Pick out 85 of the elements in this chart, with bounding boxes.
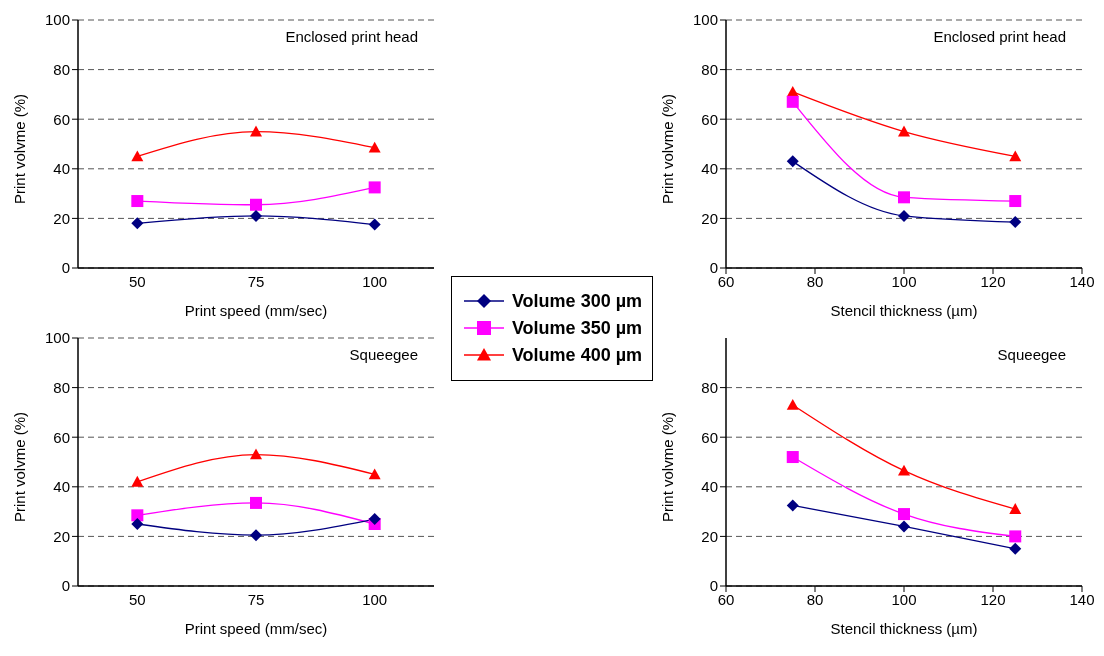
x-tick-label: 75	[247, 590, 265, 608]
y-axis-title: Print volvme (%)	[659, 93, 677, 204]
x-axis-title: Print speed (mm/sec)	[184, 620, 328, 637]
point	[898, 209, 910, 222]
legend-label: Volume 400 µm	[511, 344, 643, 366]
x-tick-label: 100	[362, 590, 388, 608]
y-tick-label: 60	[53, 110, 70, 128]
point	[1009, 530, 1022, 543]
legend-label: Volume 300 µm	[511, 290, 643, 312]
point	[1009, 216, 1022, 229]
point	[786, 451, 799, 464]
annotation: Enclosed print head	[933, 28, 1066, 45]
point	[786, 95, 799, 108]
x-tick-label: 100	[891, 590, 917, 608]
x-tick-label: 80	[806, 590, 824, 608]
y-tick-label: 100	[44, 329, 70, 347]
y-axis-title: Print volvme (%)	[659, 411, 677, 522]
x-tick-label: 100	[362, 272, 388, 290]
x-tick-label: 80	[806, 272, 824, 290]
point	[250, 125, 262, 137]
point	[1009, 503, 1022, 514]
point	[786, 499, 799, 512]
y-tick-label: 20	[53, 527, 70, 545]
y-tick-label: 60	[53, 428, 70, 446]
point	[250, 496, 262, 509]
x-tick-label: 120	[980, 590, 1006, 608]
y-tick-label: 100	[692, 11, 718, 29]
x-tick-label: 50	[128, 272, 146, 290]
annotation: Enclosed print head	[285, 28, 418, 45]
y-tick-label: 20	[701, 527, 718, 545]
y-tick-label: 40	[53, 160, 70, 178]
y-tick-label: 0	[709, 259, 718, 277]
point	[1009, 195, 1022, 208]
x-tick-label: 140	[1069, 272, 1095, 290]
point	[786, 398, 799, 410]
point	[898, 191, 910, 204]
point	[131, 475, 144, 487]
point	[898, 520, 910, 533]
y-tick-label: 60	[701, 428, 718, 446]
point	[250, 448, 262, 460]
y-tick-label: 20	[701, 209, 718, 227]
point	[131, 150, 144, 162]
point	[368, 181, 381, 194]
y-tick-label: 100	[44, 11, 70, 29]
y-tick-label: 40	[701, 160, 718, 178]
point	[250, 209, 262, 222]
point	[368, 468, 381, 480]
x-axis-title: Stencil thickness (µm)	[830, 620, 978, 637]
point	[898, 508, 910, 521]
point	[368, 513, 381, 526]
point	[368, 141, 381, 153]
y-axis-title: Print volvme (%)	[11, 411, 29, 522]
y-tick-label: 0	[709, 577, 718, 595]
point	[131, 195, 144, 208]
point	[131, 509, 144, 522]
point	[786, 155, 799, 168]
point	[131, 518, 144, 530]
x-axis-title: Stencil thickness (µm)	[830, 302, 978, 319]
point	[368, 218, 381, 231]
point	[250, 198, 262, 211]
legend-label: Volume 350 µm	[511, 317, 643, 339]
annotation: Squeegee	[997, 346, 1066, 363]
point	[1009, 150, 1022, 162]
x-axis-title: Print speed (mm/sec)	[184, 302, 328, 319]
x-tick-label: 140	[1069, 590, 1095, 608]
y-tick-label: 40	[701, 478, 718, 496]
y-tick-label: 0	[61, 259, 70, 277]
x-tick-label: 50	[128, 590, 146, 608]
y-tick-label: 80	[53, 60, 70, 78]
x-tick-label: 120	[980, 272, 1006, 290]
point	[898, 125, 910, 137]
x-tick-label: 100	[891, 272, 917, 290]
y-tick-label: 80	[53, 378, 70, 396]
annotation: Squeegee	[349, 346, 418, 363]
y-tick-label: 20	[53, 209, 70, 227]
y-tick-label: 40	[53, 478, 70, 496]
y-tick-label: 0	[61, 577, 70, 595]
point	[131, 217, 144, 230]
y-axis-title: Print volvme (%)	[11, 93, 29, 204]
y-tick-label: 80	[701, 378, 718, 396]
y-tick-label: 60	[701, 110, 718, 128]
point	[250, 529, 262, 542]
y-tick-label: 80	[701, 60, 718, 78]
point	[1009, 542, 1022, 555]
x-tick-label: 75	[247, 272, 265, 290]
